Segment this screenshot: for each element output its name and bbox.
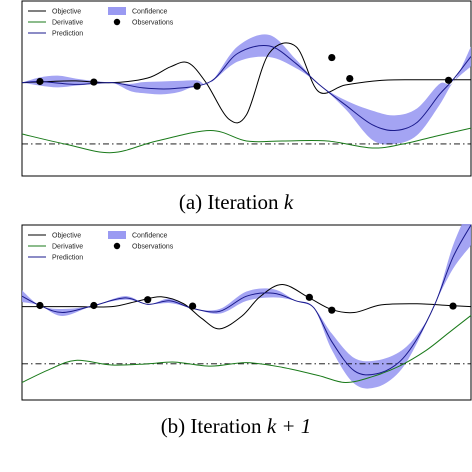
legend-observations-label: Observations — [132, 244, 174, 251]
prediction-line — [21, 45, 472, 132]
legend: Objective Derivative Prediction Confiden… — [28, 231, 174, 262]
legend-confidence-label: Confidence — [132, 9, 168, 16]
observation-point — [36, 301, 44, 310]
lines-layer — [21, 42, 472, 154]
legend-derivative-label: Derivative — [52, 20, 83, 27]
observation-point — [189, 302, 197, 310]
legend-observations-swatch — [113, 18, 121, 26]
observation-points-layer — [36, 53, 453, 90]
observation-point — [449, 302, 457, 310]
objective-line — [22, 283, 472, 330]
observation-point — [36, 77, 44, 86]
observation-point — [328, 53, 336, 62]
observation-point — [328, 306, 336, 314]
plot-frame — [21, 0, 472, 177]
confidence-band — [22, 34, 471, 145]
caption-b-math: k + 1 — [266, 414, 312, 438]
lines-layer — [21, 224, 472, 384]
caption-a-math: k — [283, 190, 294, 214]
legend-objective-label: Objective — [52, 9, 81, 16]
caption-a-text: (a) Iteration — [178, 190, 284, 214]
chart-iteration-k-plus-1: Objective Derivative Prediction Confiden… — [21, 224, 472, 401]
legend-observations-label: Observations — [132, 20, 174, 27]
legend: Objective Derivative Prediction Confiden… — [28, 7, 174, 38]
plot-frame — [21, 224, 472, 401]
observation-point — [193, 82, 201, 90]
confidence-band-layer — [22, 34, 471, 145]
observation-point — [144, 296, 152, 304]
legend-observations-swatch — [113, 242, 121, 250]
legend-prediction-label: Prediction — [52, 255, 83, 262]
caption-b: (b) Iteration k + 1 — [0, 414, 472, 439]
legend-confidence-swatch — [108, 7, 126, 15]
observation-points-layer — [36, 293, 457, 314]
observation-point — [346, 74, 354, 83]
observation-point — [444, 76, 453, 84]
legend-derivative-label: Derivative — [52, 244, 83, 251]
derivative-line — [21, 127, 472, 154]
derivative-line — [21, 315, 472, 384]
legend-prediction-label: Prediction — [52, 31, 83, 38]
observation-point — [90, 78, 98, 86]
observation-point — [90, 301, 98, 310]
observation-point — [305, 293, 313, 301]
legend-confidence-swatch — [108, 231, 126, 239]
prediction-line — [21, 224, 472, 376]
legend-confidence-label: Confidence — [132, 233, 168, 240]
legend-objective-label: Objective — [52, 233, 81, 240]
chart-iteration-k: Objective Derivative Prediction Confiden… — [21, 0, 472, 177]
caption-b-text: (b) Iteration — [160, 414, 267, 438]
caption-a: (a) Iteration k — [0, 190, 472, 215]
